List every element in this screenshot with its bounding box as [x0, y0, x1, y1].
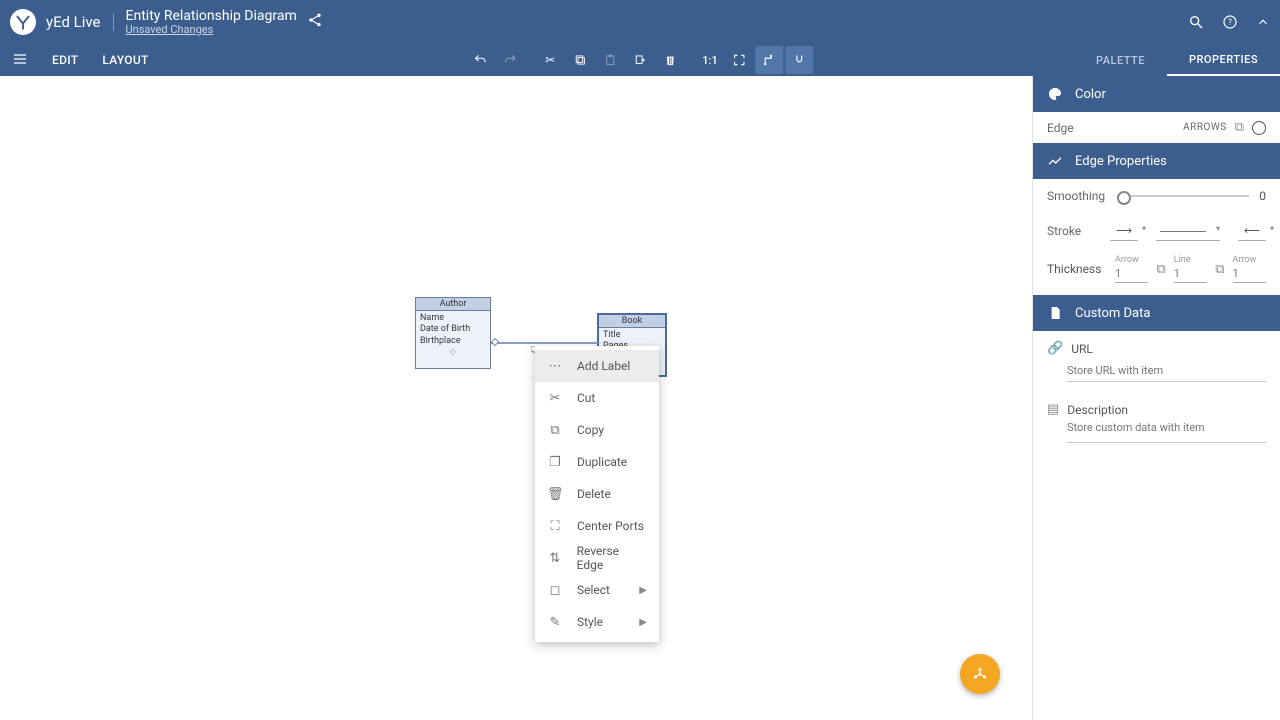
entity-title: Author: [416, 298, 490, 311]
zoom-reset[interactable]: 1:1: [696, 46, 723, 74]
redo-icon[interactable]: [496, 46, 524, 74]
ctx-delete[interactable]: 🗑Delete: [535, 478, 659, 510]
fab-button[interactable]: [960, 654, 1000, 694]
duplicate-icon: ❐: [547, 455, 563, 470]
ctx-cut[interactable]: ✂Cut: [535, 382, 659, 414]
link-icon[interactable]: ⧉: [1235, 120, 1244, 135]
document-title[interactable]: Entity Relationship Diagram: [126, 8, 297, 24]
trend-icon: [1047, 153, 1063, 169]
select-icon: ◻: [547, 583, 563, 598]
svg-text:?: ?: [1228, 18, 1232, 27]
collapse-icon[interactable]: [1256, 15, 1270, 29]
arrow-target-icon[interactable]: [1252, 121, 1266, 135]
context-menu: ⋯Add Label✂Cut⧉Copy❐Duplicate🗑Delete⛶Cen…: [535, 346, 659, 642]
search-icon[interactable]: [1188, 14, 1204, 30]
hamburger-icon[interactable]: [0, 51, 40, 70]
cut-icon[interactable]: ✂: [536, 46, 564, 74]
ctx-add-label[interactable]: ⋯Add Label: [535, 350, 659, 382]
link-icon[interactable]: ⧉: [1215, 262, 1224, 277]
ctx-reverse-edge[interactable]: ⇅Reverse Edge: [535, 542, 659, 574]
ctx-center-ports[interactable]: ⛶Center Ports: [535, 510, 659, 542]
desc-icon: ▤: [1047, 402, 1059, 417]
help-icon[interactable]: ?: [1222, 14, 1238, 30]
orthogonal-icon[interactable]: [756, 46, 784, 74]
url-input[interactable]: [1067, 360, 1266, 382]
stroke-row: Stroke ⟶ ⟵: [1033, 213, 1280, 249]
edge-port[interactable]: [491, 338, 499, 346]
add-label-icon: ⋯: [547, 359, 563, 374]
diagram-canvas[interactable]: Author Name Date of Birth Birthplace ◇ B…: [0, 76, 1032, 720]
unsaved-indicator[interactable]: Unsaved Changes: [126, 24, 297, 37]
smoothing-value: 0: [1259, 189, 1266, 203]
app-name: yEd Live: [46, 13, 114, 31]
menu-layout[interactable]: LAYOUT: [90, 53, 160, 67]
paste-icon[interactable]: [596, 46, 624, 74]
section-color[interactable]: Color: [1033, 76, 1280, 112]
style-icon: ✎: [547, 615, 563, 630]
share-icon[interactable]: [307, 12, 323, 32]
delete-icon[interactable]: [656, 46, 684, 74]
fit-icon[interactable]: [726, 46, 754, 74]
paste-special-icon[interactable]: [626, 46, 654, 74]
entity-author[interactable]: Author Name Date of Birth Birthplace ◇: [415, 297, 491, 369]
edge[interactable]: [491, 342, 598, 344]
snap-icon[interactable]: [786, 46, 814, 74]
thickness-line[interactable]: 1: [1174, 265, 1207, 283]
tab-properties[interactable]: PROPERTIES: [1167, 44, 1280, 76]
edge-type-row: Edge ARROWS ⧉: [1033, 112, 1280, 143]
entity-body: Name Date of Birth Birthplace ◇: [416, 311, 490, 359]
description-input[interactable]: [1067, 421, 1266, 443]
title-bar: yEd Live Entity Relationship Diagram Uns…: [0, 0, 1280, 44]
palette-icon: [1047, 86, 1063, 102]
copy-icon: ⧉: [547, 423, 563, 438]
thickness-arrow2[interactable]: 1: [1233, 265, 1266, 283]
smoothing-row: Smoothing 0: [1033, 179, 1280, 213]
ctx-select[interactable]: ◻Select▶: [535, 574, 659, 606]
arrow-end-select[interactable]: ⟵: [1238, 221, 1266, 241]
undo-icon[interactable]: [466, 46, 494, 74]
chevron-right-icon: ▶: [639, 617, 647, 628]
properties-panel: Color Edge ARROWS ⧉ Edge Properties Smoo…: [1032, 76, 1280, 720]
line-style-select[interactable]: [1156, 221, 1220, 241]
thickness-row: Thickness Arrow1 ⧉ Line1 ⧉ Arrow1: [1033, 249, 1280, 295]
center-ports-icon: ⛶: [547, 519, 563, 534]
url-icon: 🔗: [1047, 341, 1063, 356]
menu-bar: EDIT LAYOUT ✂ 1:1 PALETTE PROPERTIES: [0, 44, 1280, 76]
ctx-duplicate[interactable]: ❐Duplicate: [535, 446, 659, 478]
chevron-right-icon: ▶: [639, 585, 647, 596]
link-icon[interactable]: ⧉: [1156, 262, 1165, 277]
delete-icon: 🗑: [547, 487, 563, 502]
copy-icon[interactable]: [566, 46, 594, 74]
ctx-copy[interactable]: ⧉Copy: [535, 414, 659, 446]
thickness-arrow1[interactable]: 1: [1115, 265, 1148, 283]
section-edge-props[interactable]: Edge Properties: [1033, 143, 1280, 179]
section-custom-data[interactable]: Custom Data: [1033, 295, 1280, 331]
arrow-start-select[interactable]: ⟶: [1110, 221, 1138, 241]
tab-palette[interactable]: PALETTE: [1074, 44, 1167, 76]
ctx-style[interactable]: ✎Style▶: [535, 606, 659, 638]
reverse-edge-icon: ⇅: [547, 551, 563, 566]
entity-title: Book: [599, 315, 665, 328]
app-logo: [10, 9, 36, 35]
document-icon: [1047, 305, 1063, 321]
cut-icon: ✂: [547, 391, 563, 406]
smoothing-slider[interactable]: [1117, 195, 1249, 197]
toolbar: ✂ 1:1: [466, 46, 813, 74]
menu-edit[interactable]: EDIT: [40, 53, 90, 67]
